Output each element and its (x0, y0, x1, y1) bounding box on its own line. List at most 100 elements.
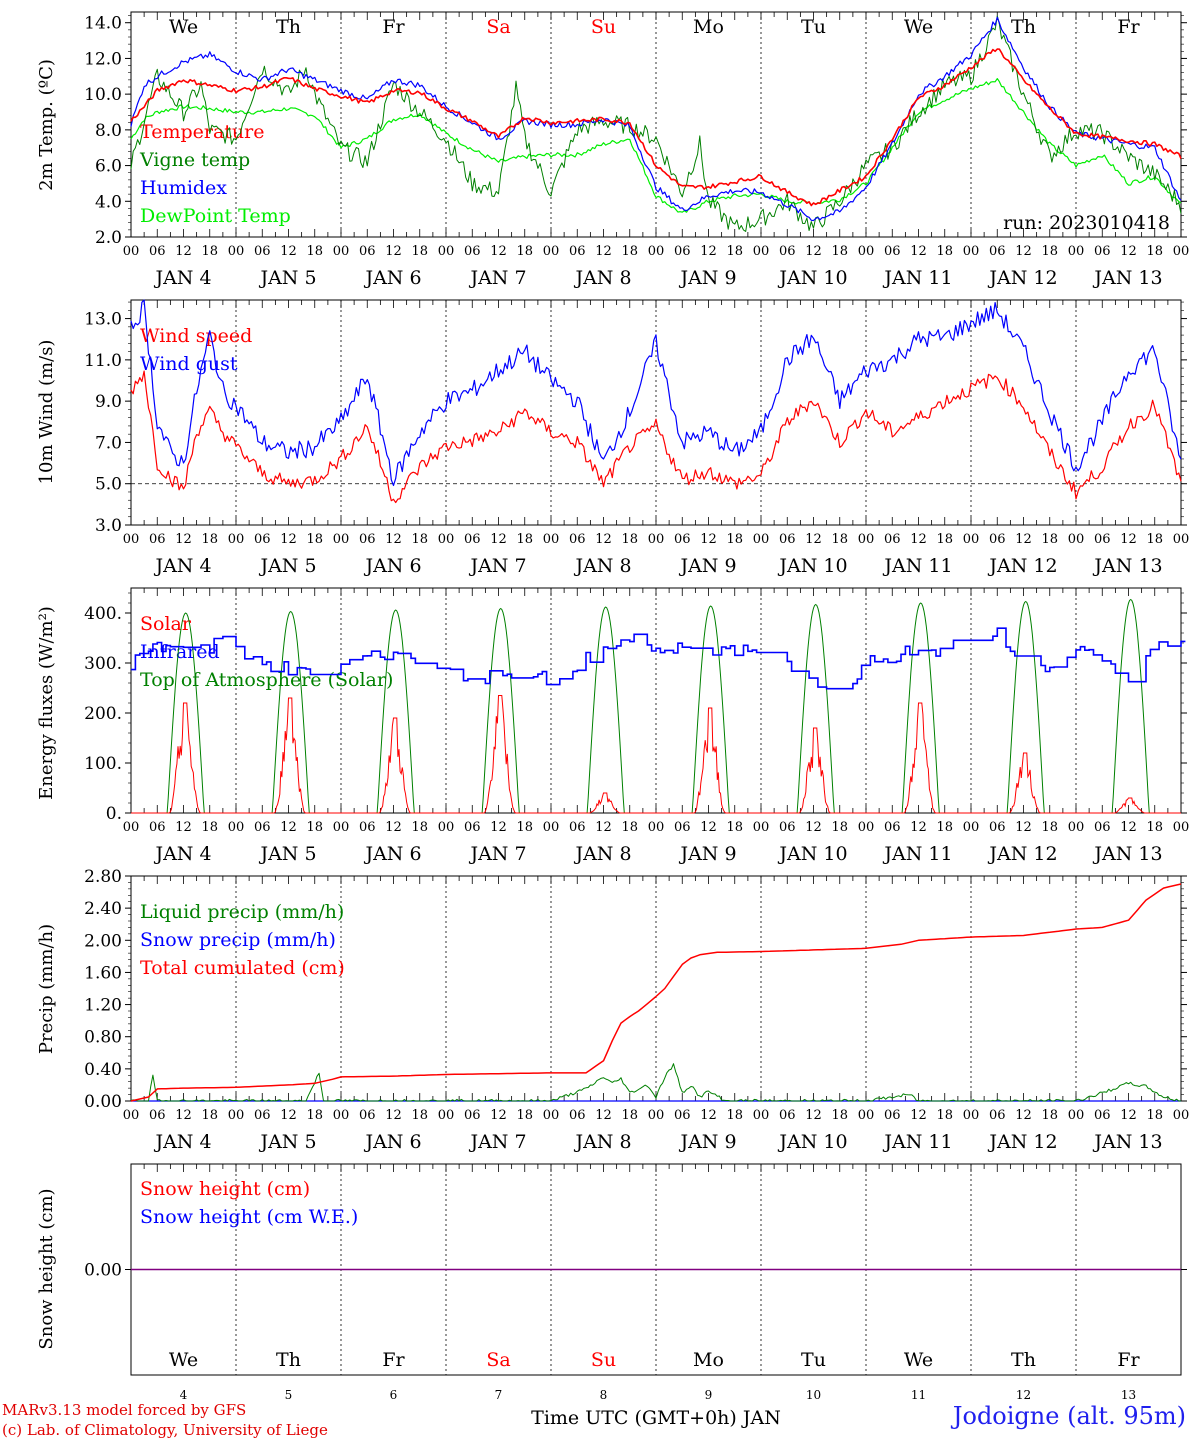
series-solar-day (236, 697, 341, 814)
hour-tick-label: 06 (674, 532, 691, 547)
date-label: JAN 12 (987, 555, 1057, 577)
hour-tick-label: 12 (490, 1108, 507, 1123)
date-label: JAN 9 (678, 267, 736, 289)
date-label: JAN 9 (678, 555, 736, 577)
hour-tick-label: 12 (280, 532, 297, 547)
hour-tick-label: 00 (543, 532, 560, 547)
series-solar-day (866, 702, 971, 814)
date-label: JAN 10 (777, 555, 847, 577)
hour-tick-label: 12 (910, 532, 927, 547)
series-wind-speed (130, 370, 1182, 504)
series-toa-solar-day (761, 603, 866, 814)
hour-tick-label: 12 (595, 244, 612, 259)
hour-tick-label: 12 (175, 1108, 192, 1123)
hour-tick-label: 18 (831, 820, 848, 835)
date-label: JAN 8 (573, 267, 631, 289)
date-label: JAN 13 (1092, 267, 1162, 289)
hour-tick-label: 06 (464, 820, 481, 835)
y-tick-label: 3.0 (95, 516, 122, 536)
series-liquid-precip-mm-h- (130, 1063, 1182, 1102)
hour-tick-label: 00 (333, 244, 350, 259)
hour-tick-label: 00 (1068, 1108, 1085, 1123)
date-label: JAN 6 (363, 843, 421, 865)
weekday-label-bottom: Fr (382, 1349, 405, 1371)
hour-tick-label: 00 (123, 1108, 140, 1123)
weekday-label-bottom: Su (591, 1349, 616, 1371)
date-label: JAN 10 (777, 1131, 847, 1153)
hour-tick-label: 06 (884, 244, 901, 259)
series-toa-solar-day (446, 607, 551, 814)
date-label: JAN 8 (573, 843, 631, 865)
hour-tick-label: 00 (123, 244, 140, 259)
date-label: JAN 8 (573, 1131, 631, 1153)
hour-tick-label: 18 (516, 532, 533, 547)
hour-tick-label: 18 (306, 820, 323, 835)
hour-tick-label: 00 (858, 244, 875, 259)
hour-tick-label: 12 (1015, 1108, 1032, 1123)
series-dewpoint-temp (130, 77, 1182, 213)
hour-tick-label: 00 (1173, 820, 1190, 835)
hour-tick-label: 18 (201, 532, 218, 547)
series-infrared (131, 627, 1186, 690)
hour-tick-label: 00 (753, 532, 770, 547)
hour-tick-label: 18 (726, 244, 743, 259)
hour-tick-label: 06 (359, 820, 376, 835)
series-solar-day (1076, 797, 1181, 814)
day-number-label: 12 (1016, 1388, 1031, 1402)
day-number-label: 9 (705, 1388, 713, 1402)
legend-solar: Solar (140, 613, 192, 635)
hour-tick-label: 06 (569, 1108, 586, 1123)
hour-tick-label: 18 (516, 1108, 533, 1123)
y-tick-label: 7.0 (95, 433, 122, 453)
weekday-label-top: Th (1011, 16, 1036, 38)
hour-tick-label: 18 (936, 1108, 953, 1123)
hour-tick-label: 18 (1146, 532, 1163, 547)
weekday-label-top: We (904, 16, 933, 38)
day-number-label: 6 (390, 1388, 398, 1402)
hour-tick-label: 06 (569, 820, 586, 835)
day-number-label: 4 (180, 1388, 188, 1402)
y-tick-label: 10.0 (84, 85, 122, 105)
hour-tick-label: 06 (1094, 820, 1111, 835)
day-number-label: 7 (495, 1388, 503, 1402)
hour-tick-label: 06 (674, 1108, 691, 1123)
hour-tick-label: 06 (149, 820, 166, 835)
hour-tick-label: 12 (1120, 820, 1137, 835)
y-tick-label: 400. (84, 604, 122, 624)
hour-tick-label: 00 (333, 1108, 350, 1123)
hour-tick-label: 12 (1015, 244, 1032, 259)
hour-tick-label: 12 (490, 532, 507, 547)
hour-tick-label: 00 (963, 532, 980, 547)
hour-tick-label: 18 (936, 244, 953, 259)
weekday-label-bottom: We (904, 1349, 933, 1371)
date-label: JAN 12 (987, 267, 1057, 289)
series-toa-solar-day (236, 610, 341, 814)
y-tick-label: 0.00 (84, 1092, 122, 1112)
weekday-label-bottom: Th (276, 1349, 301, 1371)
hour-tick-label: 12 (805, 244, 822, 259)
hour-tick-label: 18 (411, 532, 428, 547)
date-label: JAN 5 (258, 843, 316, 865)
hour-tick-label: 00 (1173, 1108, 1190, 1123)
date-label: JAN 13 (1092, 1131, 1162, 1153)
legend-dewpoint-temp: DewPoint Temp (140, 205, 291, 227)
hour-tick-label: 00 (648, 1108, 665, 1123)
series-solar-day (971, 752, 1076, 814)
hour-tick-label: 06 (989, 820, 1006, 835)
hour-tick-label: 12 (175, 532, 192, 547)
hour-tick-label: 00 (228, 1108, 245, 1123)
hour-tick-label: 06 (779, 1108, 796, 1123)
hour-tick-label: 06 (254, 820, 271, 835)
y-tick-label: 5.0 (95, 475, 122, 495)
hour-tick-label: 00 (858, 1108, 875, 1123)
hour-tick-label: 06 (674, 244, 691, 259)
hour-tick-label: 06 (989, 532, 1006, 547)
hour-tick-label: 00 (858, 820, 875, 835)
day-number-label: 11 (911, 1388, 926, 1402)
hour-tick-label: 06 (359, 1108, 376, 1123)
date-label: JAN 11 (882, 267, 952, 289)
hour-tick-label: 12 (595, 532, 612, 547)
y-tick-label: 1.20 (84, 996, 122, 1016)
hour-tick-label: 00 (753, 820, 770, 835)
hour-tick-label: 18 (831, 1108, 848, 1123)
